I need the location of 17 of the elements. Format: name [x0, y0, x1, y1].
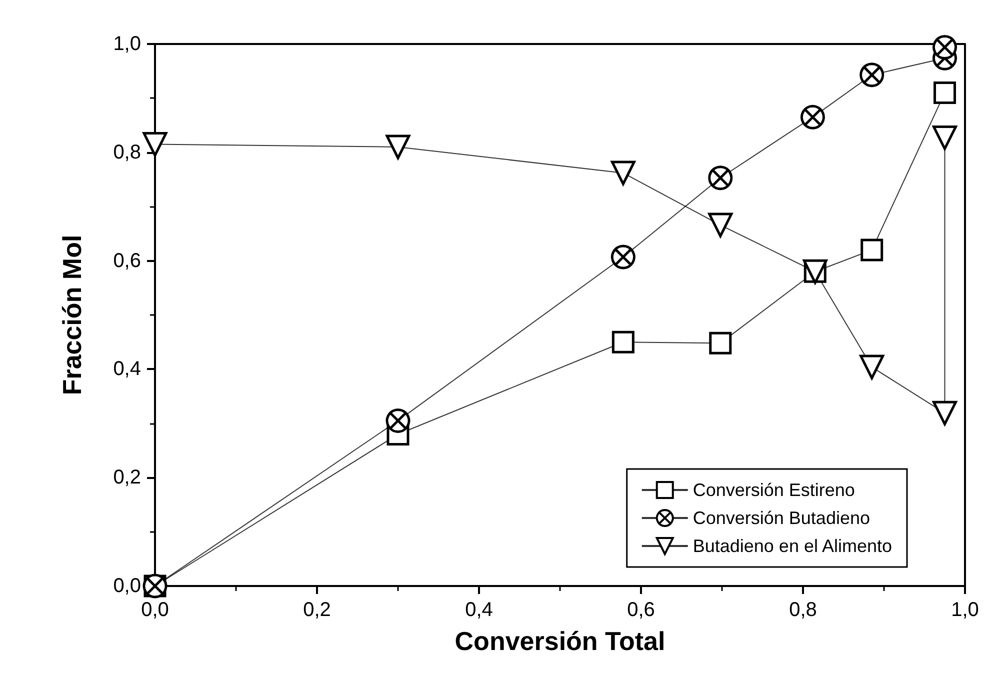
y-tick-label: 0,0 — [113, 575, 141, 597]
x-tick-label: 1,0 — [951, 599, 979, 621]
legend-label: Butadieno en el Alimento — [692, 536, 892, 556]
y-tick-label: 1,0 — [113, 33, 141, 55]
y-tick-label: 0,8 — [113, 141, 141, 164]
y-tick-label: 0,6 — [113, 250, 141, 272]
y-axis-title: Fracción Mol — [57, 234, 87, 396]
x-tick-label: 0,2 — [303, 599, 331, 621]
x-axis-title: Conversión Total — [454, 626, 666, 656]
x-tick-label: 0,0 — [141, 599, 169, 621]
x-tick-label: 0,4 — [465, 599, 493, 621]
y-tick-label: 0,4 — [113, 358, 141, 380]
legend-label: Conversión Butadieno — [692, 508, 870, 528]
legend-label: Conversión Estireno — [692, 480, 855, 500]
x-tick-label: 0,8 — [789, 599, 817, 621]
x-tick-label: 0,6 — [627, 599, 655, 621]
y-tick-label: 0,2 — [113, 466, 141, 489]
